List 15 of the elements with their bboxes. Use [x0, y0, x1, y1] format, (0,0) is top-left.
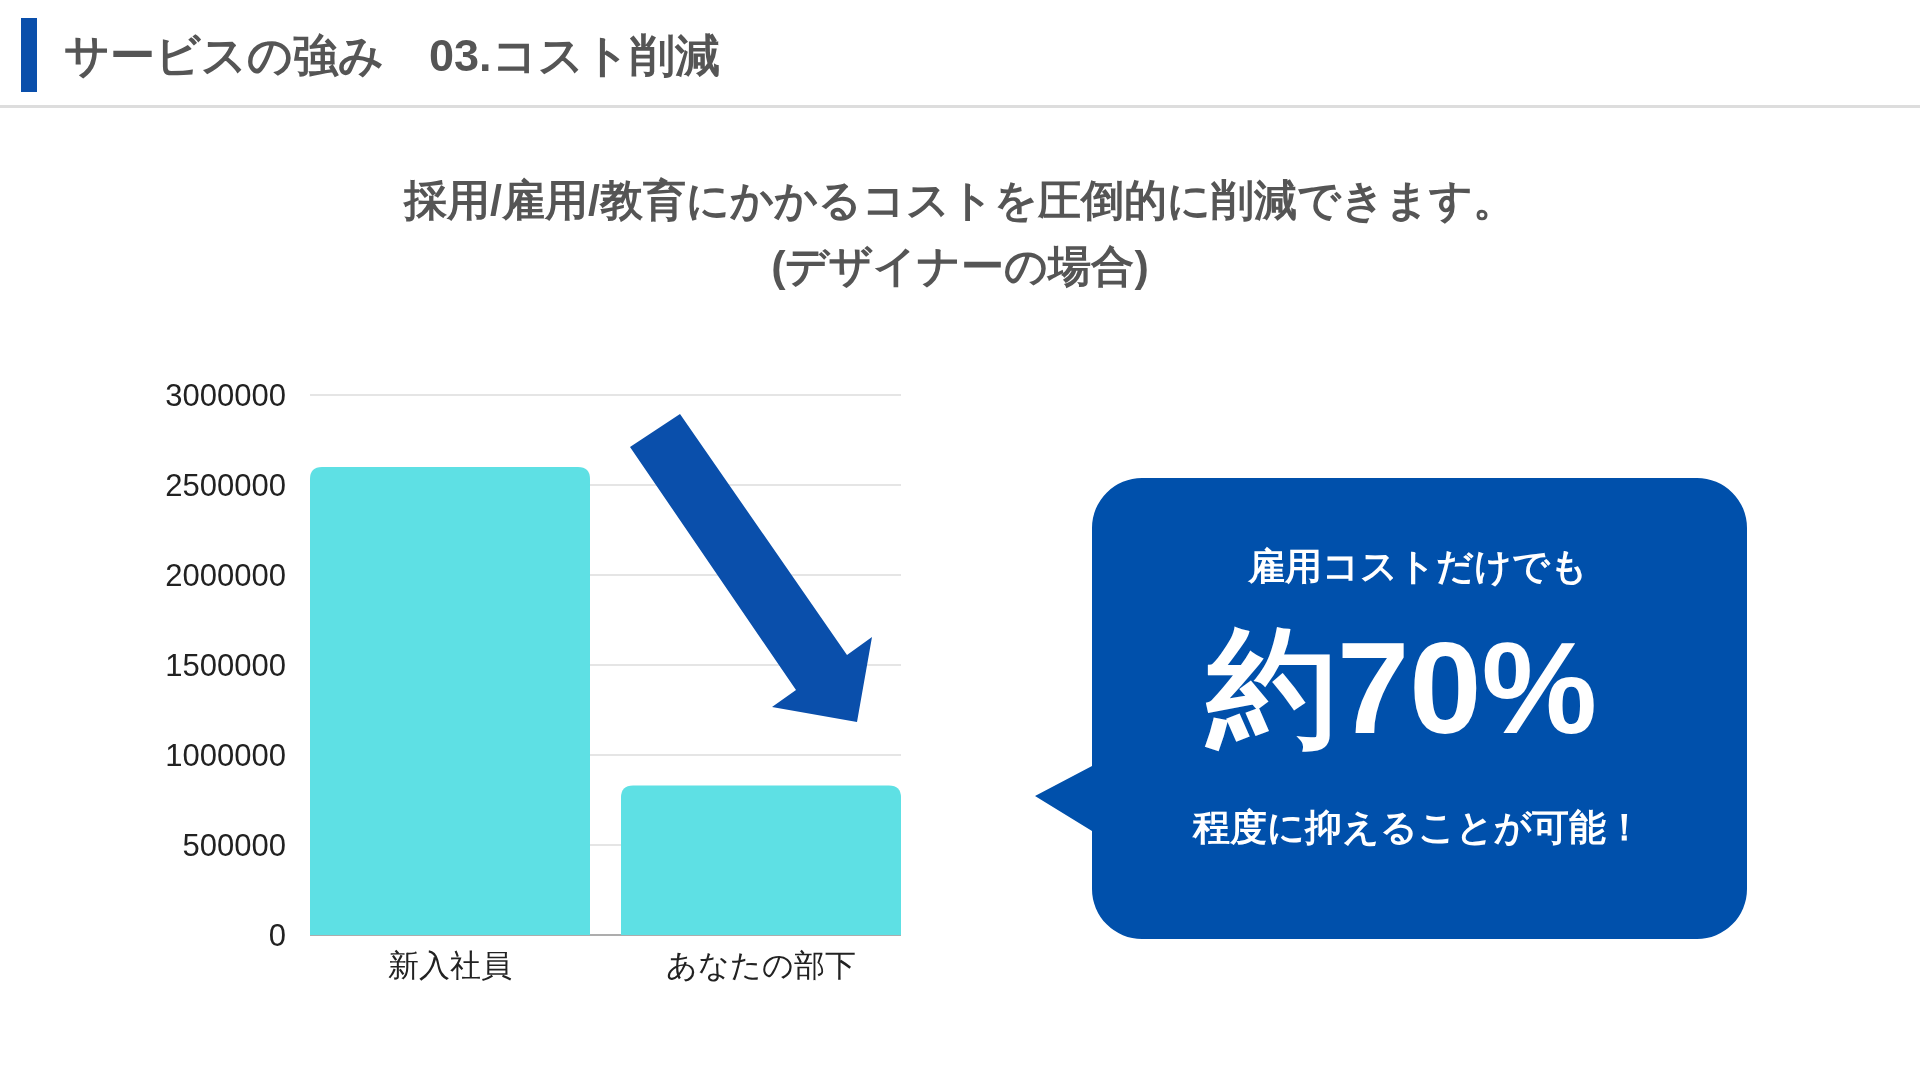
chart-subtitle: (デザイナーの場合) — [771, 242, 1149, 290]
y-tick-label: 1500000 — [165, 647, 286, 683]
text: サービスの強み 03.コスト削減 — [64, 29, 720, 81]
y-tick-label: 2500000 — [165, 467, 286, 503]
x-tick-label: 新入社員 — [388, 947, 512, 983]
x-tick-label: あなたの部下 — [666, 947, 856, 983]
y-tick-label: 3000000 — [165, 377, 286, 413]
y-tick-label: 0 — [268, 917, 286, 953]
y-tick-label: 1000000 — [165, 737, 286, 773]
text: 程度に抑えることが可能！ — [1192, 806, 1643, 848]
text: 雇用コストだけでも — [1247, 545, 1588, 587]
text: 約70% — [1203, 615, 1598, 761]
y-tick-label: 2000000 — [165, 557, 286, 593]
y-tick-label: 500000 — [182, 827, 286, 863]
chart-title: 採用/雇用/教育にかかるコストを圧倒的に削減できます。 — [402, 176, 1516, 224]
